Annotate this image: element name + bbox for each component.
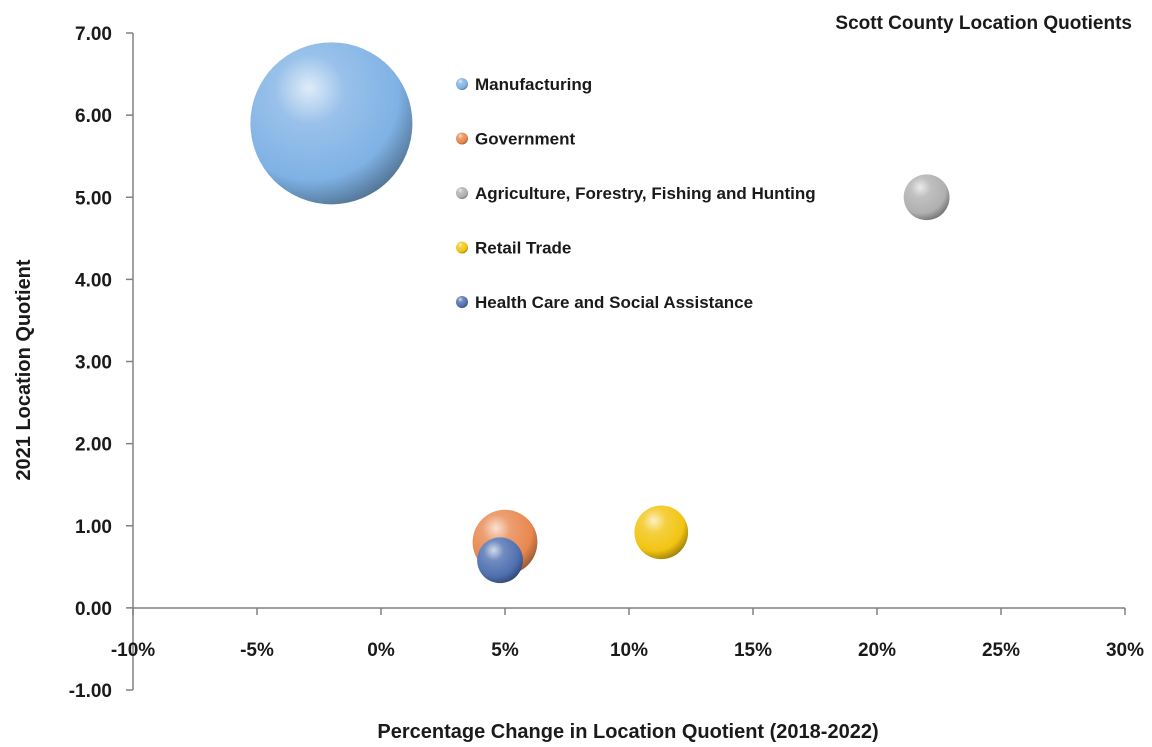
y-tick-label: 4.00: [75, 270, 112, 291]
bubble-agriculture-forestry-fishing-and-hunting: [903, 174, 950, 221]
y-tick-label: -1.00: [69, 681, 112, 702]
legend-label: Health Care and Social Assistance: [475, 293, 753, 312]
y-tick-label: 5.00: [75, 188, 112, 209]
legend-label: Government: [475, 130, 575, 149]
x-tick-label: 0%: [367, 640, 395, 661]
x-tick-label: 25%: [982, 640, 1020, 661]
y-tick-label: 0.00: [75, 599, 112, 620]
x-tick-label: 15%: [734, 640, 772, 661]
bubble-manufacturing: [250, 42, 413, 205]
legend-marker: [456, 78, 468, 90]
bubble-health-care-and-social-assistance: [477, 537, 523, 584]
legend-label: Agriculture, Forestry, Fishing and Hunti…: [475, 184, 816, 203]
legend-marker: [456, 241, 468, 254]
x-tick-label: 30%: [1106, 640, 1144, 661]
x-tick-label: 5%: [491, 640, 519, 661]
legend-marker: [456, 132, 468, 145]
x-axis-title: Percentage Change in Location Quotient (…: [377, 721, 878, 743]
x-tick-label: 20%: [858, 640, 896, 661]
y-tick-label: 6.00: [75, 106, 112, 127]
x-tick-label: -10%: [111, 640, 155, 661]
y-tick-label: 1.00: [75, 517, 112, 538]
legend-label: Manufacturing: [475, 75, 592, 94]
y-tick-label: 7.00: [75, 24, 112, 45]
x-tick-label: -5%: [240, 640, 274, 661]
y-tick-label: 2.00: [75, 435, 112, 456]
y-axis-title: 2021 Location Quotient: [13, 259, 35, 480]
legend-marker: [456, 187, 468, 199]
x-tick-label: 10%: [610, 640, 648, 661]
chart-title: Scott County Location Quotients: [835, 13, 1132, 34]
y-tick-label: 3.00: [75, 353, 112, 374]
legend-marker: [456, 296, 468, 308]
legend-label: Retail Trade: [475, 239, 571, 258]
bubble-retail-trade: [634, 505, 689, 560]
